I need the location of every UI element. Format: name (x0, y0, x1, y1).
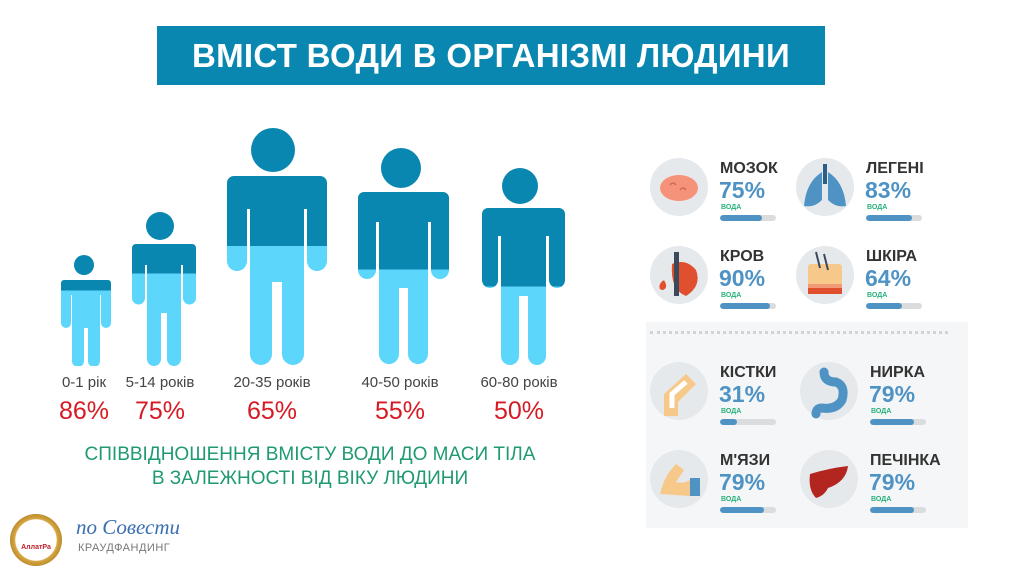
water-bar (870, 419, 926, 425)
water-percent: 75% (134, 397, 186, 425)
age-label: 0-1 рік (61, 374, 107, 391)
person-figure-elderly (479, 168, 565, 365)
organ-card-bones: КІСТКИ 31% ВОДА (650, 362, 805, 442)
chart-caption: СПІВВІДНОШЕННЯ ВМІСТУ ВОДИ ДО МАСИ ТІЛА … (40, 443, 580, 491)
organ-name: НИРКА (870, 364, 926, 381)
age-label: 40-50 років (361, 374, 439, 391)
muscle-arm-icon (650, 450, 708, 508)
organ-name: КРОВ (720, 248, 765, 265)
organ-card-blood: КРОВ 90% ВОДА (650, 246, 805, 326)
water-label: ВОДА (721, 292, 742, 299)
organ-card-liver: ПЕЧІНКА 79% ВОДА (800, 450, 955, 530)
water-label: ВОДА (871, 408, 892, 415)
water-label: ВОДА (871, 496, 892, 503)
water-label: ВОДА (721, 496, 742, 503)
organ-card-muscles: М'ЯЗИ 79% ВОДА (650, 450, 805, 530)
dotted-divider (650, 331, 948, 334)
brand-tagline: КРАУДФАНДИНГ (78, 542, 171, 554)
organ-name: КІСТКИ (720, 364, 777, 381)
water-percent: 86% (58, 397, 110, 425)
water-bar (720, 507, 776, 513)
organ-value: 31% (719, 381, 766, 407)
water-label: ВОДА (867, 292, 888, 299)
person-figure-adult-20-35 (224, 128, 327, 365)
liver-icon (800, 450, 858, 508)
stomach-icon (800, 362, 858, 420)
organ-card-kidney: НИРКА 79% ВОДА (800, 362, 955, 442)
organ-name: МОЗОК (720, 160, 778, 177)
logo-text: АллатРа (21, 544, 51, 551)
organ-name: ШКІРА (866, 248, 918, 265)
water-bar (866, 303, 922, 309)
bone-joint-icon (650, 362, 708, 420)
organ-card-lungs: ЛЕГЕНІ 83% ВОДА (796, 158, 951, 238)
lungs-icon (796, 158, 854, 216)
water-percent: 65% (246, 397, 298, 425)
person-figure-infant (60, 255, 111, 366)
water-label: ВОДА (721, 408, 742, 415)
water-label: ВОДА (721, 204, 742, 211)
page-title: ВМІСТ ВОДИ В ОРГАНІЗМІ ЛЮДИНИ (157, 26, 825, 85)
water-bar (720, 419, 776, 425)
organ-value: 79% (869, 469, 916, 495)
water-percent: 50% (493, 397, 545, 425)
age-label: 20-35 років (233, 374, 311, 391)
caption-line-1: СПІВВІДНОШЕННЯ ВМІСТУ ВОДИ ДО МАСИ ТІЛА (84, 444, 536, 465)
organ-card-skin: ШКІРА 64% ВОДА (796, 246, 951, 326)
age-label: 5-14 років (125, 374, 195, 391)
water-bar (870, 507, 926, 513)
organ-value: 79% (869, 381, 916, 407)
organ-name: ЛЕГЕНІ (866, 160, 924, 177)
person-figure-child (128, 212, 196, 366)
organ-name: М'ЯЗИ (720, 452, 771, 469)
brain-icon (650, 158, 708, 216)
organ-value: 64% (865, 265, 912, 291)
organ-name: ПЕЧІНКА (870, 452, 941, 469)
water-bar (866, 215, 922, 221)
organ-card-brain: МОЗОК 75% ВОДА (650, 158, 805, 238)
heart-blood-icon (650, 246, 708, 304)
caption-line-2: В ЗАЛЕЖНОСТІ ВІД ВІКУ ЛЮДИНИ (151, 468, 469, 489)
water-percent: 55% (374, 397, 426, 425)
water-bar (720, 303, 776, 309)
organ-value: 90% (719, 265, 766, 291)
person-figure-adult-40-50 (357, 148, 449, 364)
organ-value: 75% (719, 177, 766, 203)
age-label: 60-80 років (480, 374, 558, 391)
organ-value: 79% (719, 469, 766, 495)
brand-name: по Совести (76, 515, 181, 539)
skin-icon (796, 246, 854, 304)
organ-value: 83% (865, 177, 912, 203)
allatra-logo (10, 514, 62, 566)
water-bar (720, 215, 776, 221)
water-label: ВОДА (867, 204, 888, 211)
